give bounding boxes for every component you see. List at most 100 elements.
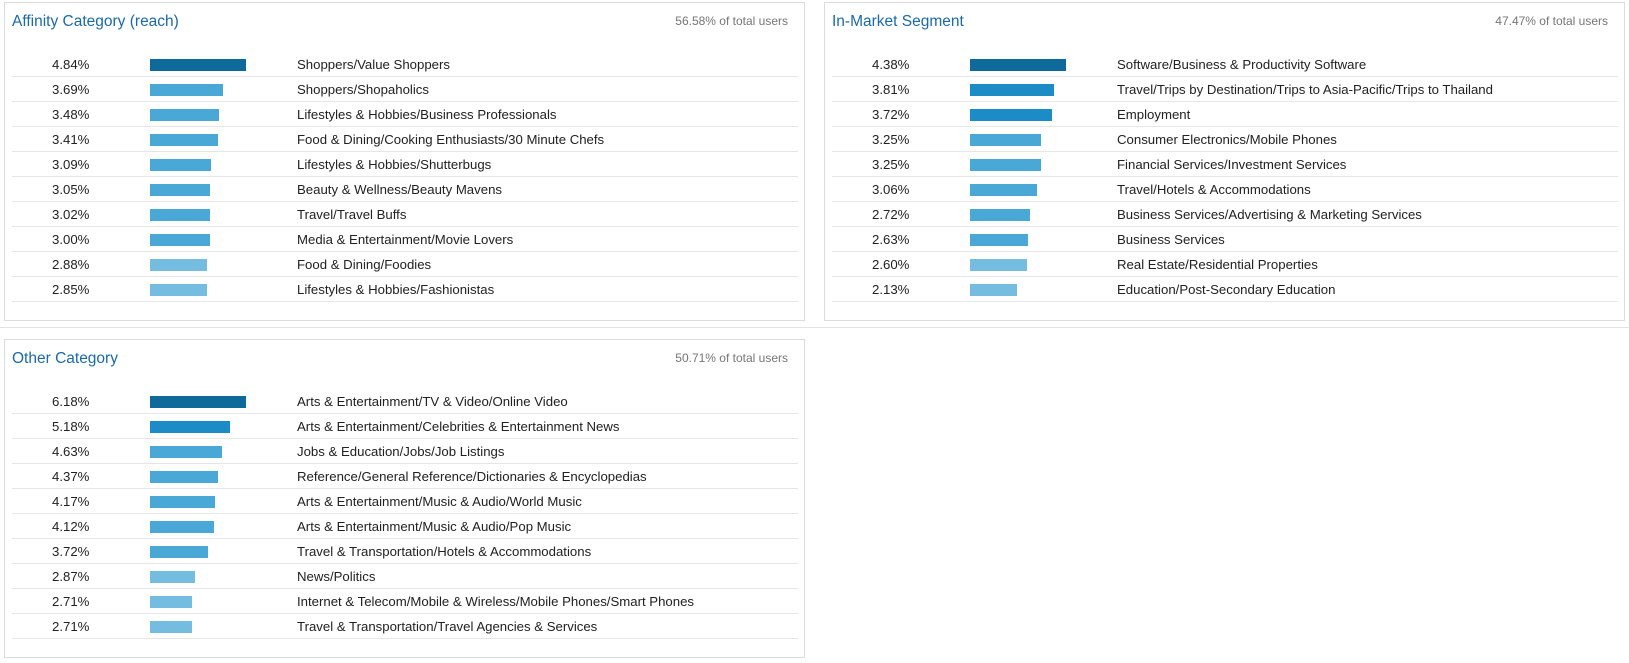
row-bar bbox=[970, 284, 1017, 296]
table-row: 2.60% Real Estate/Residential Properties bbox=[832, 252, 1618, 277]
row-percentage: 3.09% bbox=[52, 157, 90, 172]
row-bar bbox=[150, 571, 195, 583]
table-row: 4.17% Arts & Entertainment/Music & Audio/… bbox=[12, 489, 798, 514]
table-row: 4.63% Jobs & Education/Jobs/Job Listings bbox=[12, 439, 798, 464]
row-percentage: 4.37% bbox=[52, 469, 90, 484]
card-total-users: 50.71% of total users bbox=[675, 351, 788, 365]
row-percentage: 3.69% bbox=[52, 82, 90, 97]
row-label: Travel/Hotels & Accommodations bbox=[1117, 182, 1311, 197]
row-label: Travel & Transportation/Travel Agencies … bbox=[297, 619, 598, 634]
row-bar bbox=[150, 284, 207, 296]
row-label: Travel/Trips by Destination/Trips to Asi… bbox=[1117, 82, 1493, 97]
row-percentage: 2.88% bbox=[52, 257, 90, 272]
table-row: 3.02% Travel/Travel Buffs bbox=[12, 202, 798, 227]
table-row: 3.81% Travel/Trips by Destination/Trips t… bbox=[832, 77, 1618, 102]
row-percentage: 4.84% bbox=[52, 57, 90, 72]
row-label: Arts & Entertainment/Music & Audio/World… bbox=[297, 494, 582, 509]
row-bar bbox=[150, 621, 192, 633]
row-label: Arts & Entertainment/Music & Audio/Pop M… bbox=[297, 519, 572, 534]
row-bar bbox=[150, 84, 223, 96]
row-label: Software/Business & Productivity Softwar… bbox=[1117, 57, 1367, 72]
row-bar bbox=[150, 234, 210, 246]
row-label: Employment bbox=[1117, 107, 1191, 122]
row-percentage: 2.87% bbox=[52, 569, 90, 584]
section-divider bbox=[0, 327, 1629, 328]
row-bar bbox=[150, 59, 246, 71]
row-percentage: 3.25% bbox=[872, 157, 910, 172]
row-percentage: 3.06% bbox=[872, 182, 910, 197]
row-percentage: 2.13% bbox=[872, 282, 910, 297]
row-bar bbox=[150, 496, 215, 508]
row-label: Arts & Entertainment/Celebrities & Enter… bbox=[297, 419, 620, 434]
row-bar bbox=[970, 134, 1041, 146]
row-bar bbox=[150, 421, 230, 433]
row-percentage: 3.25% bbox=[872, 132, 910, 147]
row-bar bbox=[150, 521, 214, 533]
table-row: 3.25% Consumer Electronics/Mobile Phones bbox=[832, 127, 1618, 152]
table-row: 3.41% Food & Dining/Cooking Enthusiasts/3… bbox=[12, 127, 798, 152]
row-percentage: 2.85% bbox=[52, 282, 90, 297]
row-percentage: 2.71% bbox=[52, 594, 90, 609]
table-row: 2.72% Business Services/Advertising & Mar… bbox=[832, 202, 1618, 227]
row-label: Lifestyles & Hobbies/Shutterbugs bbox=[297, 157, 492, 172]
table-row: 2.71% Travel & Transportation/Travel Agen… bbox=[12, 614, 798, 639]
row-bar bbox=[150, 134, 218, 146]
row-label: Beauty & Wellness/Beauty Mavens bbox=[297, 182, 502, 197]
row-bar bbox=[150, 109, 219, 121]
row-bar bbox=[150, 159, 211, 171]
row-bar bbox=[150, 209, 210, 221]
row-label: News/Politics bbox=[297, 569, 376, 584]
row-label: Food & Dining/Cooking Enthusiasts/30 Min… bbox=[297, 132, 605, 147]
row-label: Consumer Electronics/Mobile Phones bbox=[1117, 132, 1337, 147]
row-bar bbox=[970, 159, 1041, 171]
row-bar bbox=[150, 446, 222, 458]
table-row: 3.06% Travel/Hotels & Accommodations bbox=[832, 177, 1618, 202]
row-percentage: 2.72% bbox=[872, 207, 910, 222]
row-percentage: 5.18% bbox=[52, 419, 90, 434]
table-row: 3.72% Travel & Transportation/Hotels & Ac… bbox=[12, 539, 798, 564]
row-bar bbox=[150, 596, 192, 608]
row-percentage: 4.12% bbox=[52, 519, 90, 534]
row-percentage: 4.63% bbox=[52, 444, 90, 459]
row-bar bbox=[150, 471, 218, 483]
row-label: Business Services bbox=[1117, 232, 1225, 247]
card-title[interactable]: Other Category bbox=[12, 350, 118, 367]
table-row: 3.09% Lifestyles & Hobbies/Shutterbugs bbox=[12, 152, 798, 177]
row-label: Reference/General Reference/Dictionaries… bbox=[297, 469, 647, 484]
table-row: 3.48% Lifestyles & Hobbies/Business Profe… bbox=[12, 102, 798, 127]
row-percentage: 3.00% bbox=[52, 232, 90, 247]
row-label: Jobs & Education/Jobs/Job Listings bbox=[297, 444, 505, 459]
table-row: 3.25% Financial Services/Investment Servi… bbox=[832, 152, 1618, 177]
table-row: 2.63% Business Services bbox=[832, 227, 1618, 252]
row-list: 4.84% Shoppers/Value Shoppers 3.69% Shopper… bbox=[12, 52, 798, 302]
row-bar bbox=[970, 84, 1054, 96]
row-bar bbox=[150, 396, 246, 408]
row-label: Shoppers/Value Shoppers bbox=[297, 57, 450, 72]
table-row: 3.72% Employment bbox=[832, 102, 1618, 127]
table-row: 5.18% Arts & Entertainment/Celebrities & … bbox=[12, 414, 798, 439]
row-list: 4.38% Software/Business & Productivity So… bbox=[832, 52, 1618, 302]
table-row: 4.84% Shoppers/Value Shoppers bbox=[12, 52, 798, 77]
row-label: Real Estate/Residential Properties bbox=[1117, 257, 1318, 272]
row-label: Business Services/Advertising & Marketin… bbox=[1117, 207, 1422, 222]
row-list: 6.18% Arts & Entertainment/TV & Video/Onl… bbox=[12, 389, 798, 639]
row-percentage: 3.72% bbox=[52, 544, 90, 559]
row-label: Arts & Entertainment/TV & Video/Online V… bbox=[297, 394, 568, 409]
row-percentage: 3.05% bbox=[52, 182, 90, 197]
row-percentage: 3.81% bbox=[872, 82, 910, 97]
row-percentage: 3.48% bbox=[52, 107, 90, 122]
row-bar bbox=[970, 209, 1030, 221]
row-bar bbox=[970, 59, 1066, 71]
row-percentage: 6.18% bbox=[52, 394, 90, 409]
row-percentage: 2.63% bbox=[872, 232, 910, 247]
table-row: 4.38% Software/Business & Productivity So… bbox=[832, 52, 1618, 77]
row-label: Shoppers/Shopaholics bbox=[297, 82, 429, 97]
card-title[interactable]: In-Market Segment bbox=[832, 13, 964, 30]
table-row: 2.87% News/Politics bbox=[12, 564, 798, 589]
row-label: Education/Post-Secondary Education bbox=[1117, 282, 1336, 297]
row-bar bbox=[970, 234, 1028, 246]
card-total-users: 56.58% of total users bbox=[675, 14, 788, 28]
row-label: Lifestyles & Hobbies/Business Profession… bbox=[297, 107, 557, 122]
card-title[interactable]: Affinity Category (reach) bbox=[12, 13, 179, 30]
row-bar bbox=[970, 184, 1037, 196]
